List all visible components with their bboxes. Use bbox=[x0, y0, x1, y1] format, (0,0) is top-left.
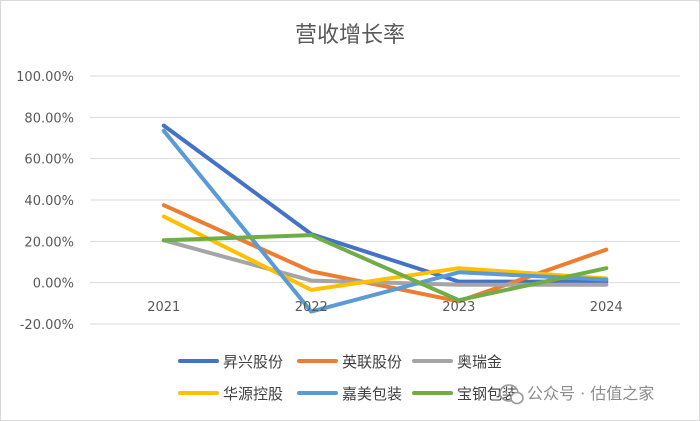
y-tick-label: 40.00% bbox=[24, 194, 74, 209]
y-tick-label: 80.00% bbox=[24, 111, 74, 126]
y-tick-label: 60.00% bbox=[24, 153, 74, 168]
legend-label: 嘉美包装 bbox=[342, 385, 402, 403]
legend-label: 昇兴股份 bbox=[223, 353, 283, 371]
legend-label: 英联股份 bbox=[342, 353, 402, 371]
y-tick-label: -20.00% bbox=[20, 318, 74, 333]
watermark: 公众号 · 估值之家 bbox=[499, 384, 654, 405]
watermark-text: 公众号 · 估值之家 bbox=[527, 384, 654, 403]
chart-title: 营收增长率 bbox=[295, 23, 405, 48]
series-line bbox=[161, 128, 609, 314]
series-line bbox=[161, 233, 609, 303]
y-tick-label: 100.00% bbox=[16, 70, 74, 85]
y-tick-label: 20.00% bbox=[24, 235, 74, 250]
y-tick-label: 0.00% bbox=[33, 277, 74, 292]
legend-label: 华源控股 bbox=[223, 385, 283, 403]
x-tick-label: 2021 bbox=[147, 300, 180, 315]
x-tick-label: 2024 bbox=[590, 300, 623, 315]
legend-label: 奥瑞金 bbox=[457, 353, 502, 371]
x-axis-ticks: 2021 2022 2023 2024 bbox=[147, 300, 623, 315]
series-line bbox=[161, 123, 609, 284]
series-lines bbox=[161, 123, 609, 314]
series-line bbox=[161, 214, 609, 292]
x-tick-label: 2023 bbox=[442, 300, 475, 315]
y-axis-ticks: 100.00% 80.00% 60.00% 40.00% 20.00% 0.00% -20.… bbox=[16, 70, 74, 333]
x-tick-label: 2022 bbox=[295, 300, 328, 315]
chat-bubble-icon bbox=[499, 384, 524, 405]
